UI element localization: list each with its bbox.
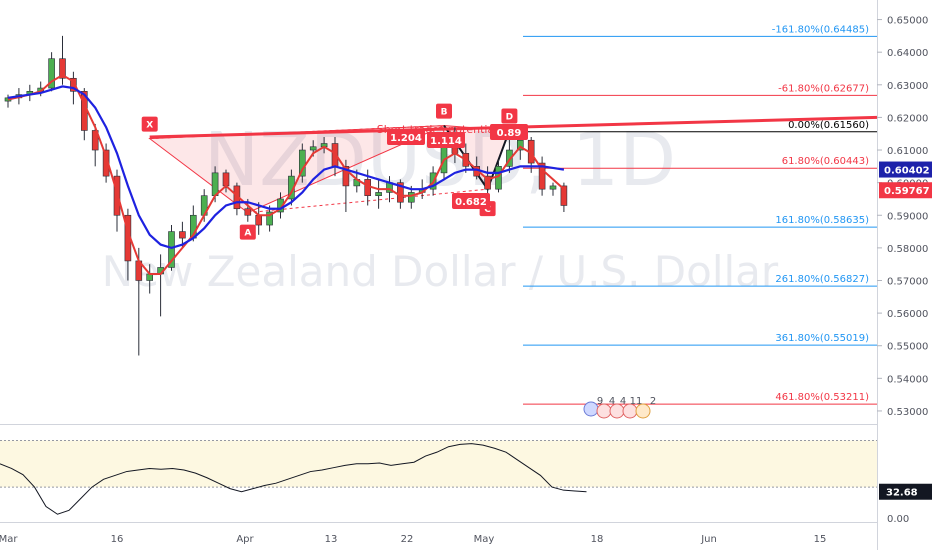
time-tick-label: Mar <box>0 534 18 545</box>
moving-averages <box>7 73 565 275</box>
pattern-point-label: C <box>484 205 491 215</box>
candle-body <box>375 192 382 196</box>
candle-body <box>255 214 262 226</box>
candle-body <box>549 185 557 190</box>
candle-body <box>266 211 273 226</box>
price-badge-label: 0.60402 <box>884 166 930 177</box>
pattern-labels: X A B C D 1.204 1.114 0.89 0.682 <box>141 103 528 240</box>
pattern-ratio-badge <box>490 124 528 140</box>
pattern-ratio-label: 0.682 <box>455 197 487 208</box>
ma-red-line <box>7 73 565 275</box>
event-count: 9 <box>597 396 603 407</box>
candle-body <box>48 58 55 89</box>
price-tick-label: 0.53000 <box>887 407 928 418</box>
fib-label: -61.80%(0.62677) <box>778 83 869 94</box>
candle-body <box>342 166 350 187</box>
fib-label: 0.00%(0.61560) <box>788 120 869 131</box>
oscillator-value-badge <box>879 483 932 500</box>
fib-levels: -161.80%(0.64485) -61.80%(0.62677) 0.00%(0… <box>523 24 877 405</box>
candle-body <box>309 146 317 151</box>
oscillator-line <box>0 443 587 515</box>
price-tick-label: 0.55000 <box>887 342 928 353</box>
candle-body <box>168 231 175 268</box>
time-tick-label: 16 <box>111 534 124 545</box>
candle-body <box>222 172 230 187</box>
candle-body <box>538 162 546 190</box>
price-badge <box>879 182 932 199</box>
pattern-ratio-badge <box>387 129 425 145</box>
price-badge-label: 0.59767 <box>884 186 930 197</box>
pattern-point-badge <box>436 103 452 119</box>
candle-body <box>506 149 513 167</box>
pattern-point-label: X <box>146 121 153 131</box>
price-tick-label: 0.56000 <box>887 309 928 320</box>
candle-body <box>91 130 99 151</box>
time-axis[interactable]: Mar 16 Apr 13 22 May 18 Jun 15 <box>0 534 826 545</box>
candle-body <box>560 185 568 206</box>
time-tick-label: May <box>474 534 495 545</box>
candle-body <box>70 77 77 92</box>
candle-body <box>59 58 66 79</box>
time-tick-label: Jun <box>700 534 717 545</box>
candle-body <box>244 208 252 216</box>
event-icons[interactable]: 9 4 4 11 2 <box>583 396 656 419</box>
candle-body <box>407 192 415 203</box>
fib-label: 61.80%(0.60443) <box>782 156 869 167</box>
fib-label: 461.80%(0.53211) <box>775 392 869 403</box>
pattern-point-label: A <box>244 229 251 239</box>
oscillator-tick-label: 0.00 <box>887 514 909 525</box>
time-tick-label: 13 <box>325 534 338 545</box>
fib-label: 361.80%(0.55019) <box>775 333 869 344</box>
price-tick-label: 0.57000 <box>887 276 928 287</box>
price-tick-label: 0.59000 <box>887 211 928 222</box>
event-count: 11 <box>630 396 643 407</box>
time-tick-label: Apr <box>236 534 254 545</box>
candle-body <box>211 172 219 196</box>
pattern-ratio-label: 1.204 <box>390 133 422 144</box>
price-tick-label: 0.62000 <box>887 113 928 124</box>
price-badge <box>879 161 932 178</box>
pattern-ratio-label: 0.89 <box>497 128 522 139</box>
fib-label: 161.80%(0.58635) <box>775 215 869 226</box>
pattern-point-badge <box>141 116 158 132</box>
price-tick-label: 0.65000 <box>887 16 928 27</box>
fib-label: -161.80%(0.64485) <box>772 24 869 35</box>
price-tick-label: 0.63000 <box>887 81 928 92</box>
event-count: 4 <box>609 396 615 407</box>
oscillator-value-label: 32.68 <box>886 488 918 499</box>
price-tick-label: 0.61000 <box>887 146 928 157</box>
pattern-ratio-label: 1.114 <box>430 136 462 147</box>
candle-body <box>298 149 306 177</box>
fib-label: 261.80%(0.56827) <box>775 274 869 285</box>
price-axis[interactable]: 0.650000.640000.630000.620000.610000.600… <box>877 16 928 418</box>
price-badges: 0.60402 0.59767 <box>879 161 932 199</box>
event-count: 4 <box>620 396 626 407</box>
pattern-point-badge <box>239 224 256 240</box>
event-icon[interactable] <box>635 403 651 419</box>
oscillator-band <box>0 440 877 488</box>
event-count: 2 <box>650 396 656 407</box>
time-tick-label: 22 <box>401 534 414 545</box>
price-tick-label: 0.64000 <box>887 48 928 59</box>
pattern-ratio-badge <box>427 132 465 148</box>
candle-body <box>484 175 491 190</box>
pattern-point-badge <box>501 108 518 124</box>
name-watermark: New Zealand Dollar / U.S. Dollar <box>102 247 779 296</box>
time-tick-label: 15 <box>814 534 827 545</box>
candle-body <box>179 231 186 239</box>
pattern-ratio-badge <box>452 193 490 209</box>
pattern-point-label: D <box>506 112 513 122</box>
candle-body <box>516 139 524 151</box>
ma-blue-line <box>7 85 565 250</box>
candle-body <box>397 182 404 203</box>
price-tick-label: 0.58000 <box>887 244 928 255</box>
price-tick-label: 0.54000 <box>887 374 928 385</box>
pattern-point-label: B <box>441 108 448 118</box>
time-tick-label: 18 <box>591 534 604 545</box>
